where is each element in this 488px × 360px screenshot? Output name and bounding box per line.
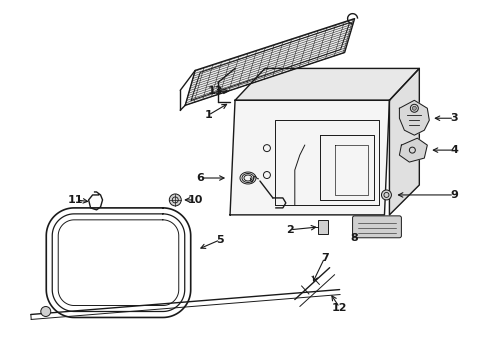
- FancyBboxPatch shape: [352, 216, 401, 238]
- Polygon shape: [399, 138, 427, 162]
- Polygon shape: [229, 100, 388, 215]
- Polygon shape: [235, 68, 419, 100]
- Circle shape: [169, 194, 181, 206]
- Text: 10: 10: [187, 195, 203, 205]
- Polygon shape: [399, 100, 428, 135]
- Circle shape: [41, 306, 51, 316]
- Polygon shape: [185, 19, 354, 105]
- Circle shape: [411, 106, 415, 110]
- Circle shape: [381, 190, 390, 200]
- Text: 4: 4: [449, 145, 457, 155]
- Text: 11: 11: [68, 195, 83, 205]
- Text: 1: 1: [204, 110, 212, 120]
- Text: 8: 8: [350, 233, 358, 243]
- Text: 9: 9: [449, 190, 457, 200]
- Text: 5: 5: [216, 235, 224, 245]
- Text: 7: 7: [320, 253, 328, 263]
- Text: 3: 3: [449, 113, 457, 123]
- Text: 13: 13: [207, 86, 223, 96]
- Polygon shape: [388, 68, 419, 215]
- Text: 12: 12: [331, 302, 346, 312]
- Circle shape: [409, 104, 417, 112]
- Bar: [317, 220, 327, 234]
- Text: 2: 2: [285, 225, 293, 235]
- Text: 6: 6: [196, 173, 203, 183]
